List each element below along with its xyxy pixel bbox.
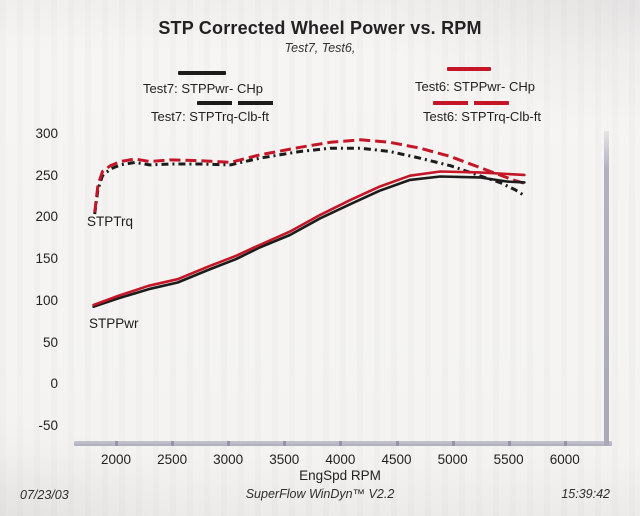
legend-label-test7-torque: Test7: STPTrq-Clb-ft xyxy=(151,109,269,124)
plot-label-stptrq: STPTrq xyxy=(87,214,134,229)
y-tick-50: 50 xyxy=(42,334,58,350)
curve-test7-torque xyxy=(93,146,526,215)
x-tick-2500: 2500 xyxy=(157,452,188,467)
y-tick--50: -50 xyxy=(38,418,58,433)
legend-label-test6-torque: Test6: STPTrq-Clb-ft xyxy=(423,109,541,124)
curve-test7-power xyxy=(92,175,526,309)
x-tick-2000: 2000 xyxy=(100,452,132,467)
y-tick-300: 300 xyxy=(35,126,58,141)
x-tick-3000: 3000 xyxy=(213,452,244,467)
x-axis-tick-mark xyxy=(283,441,287,446)
x-axis-tick-mark xyxy=(563,441,567,446)
footer-time: 15:39:42 xyxy=(561,487,610,501)
chart-subtitle: Test7, Test6, xyxy=(284,41,356,55)
x-axis-tick-mark xyxy=(339,441,343,446)
x-axis-tick-mark xyxy=(115,441,118,446)
x-tick-6000: 6000 xyxy=(549,452,580,467)
footer-app-version: SuperFlow WinDyn™ V2.2 xyxy=(245,487,395,501)
curve-test6-power xyxy=(92,170,526,307)
right-edge-shadow xyxy=(604,131,609,446)
x-axis-tick-mark xyxy=(395,441,399,446)
x-axis-tick-mark xyxy=(227,441,231,446)
x-axis-tick-mark xyxy=(451,441,455,446)
chart-title: STP Corrected Wheel Power vs. RPM xyxy=(158,18,482,38)
x-axis-title: EngSpd RPM xyxy=(299,468,381,483)
x-axis-bar xyxy=(74,441,612,446)
y-tick-250: 250 xyxy=(35,167,58,183)
legend-label-test6-power: Test6: STPPwr- CHp xyxy=(415,79,535,94)
legend-swatch-test7-power xyxy=(178,71,226,75)
legend-label-test7-power: Test7: STPPwr- CHp xyxy=(143,81,263,96)
x-tick-4000: 4000 xyxy=(325,452,356,467)
y-tick-150: 150 xyxy=(35,251,58,267)
legend-swatch-test7-torque xyxy=(197,101,274,105)
x-axis-tick-mark xyxy=(171,441,175,446)
y-tick-200: 200 xyxy=(35,209,58,225)
y-tick-0: 0 xyxy=(50,376,58,392)
x-axis-tick-mark xyxy=(507,441,511,446)
x-tick-5000: 5000 xyxy=(437,452,468,467)
legend-swatch-test6-power xyxy=(447,67,491,71)
curve-test6-torque xyxy=(93,138,525,213)
x-tick-4500: 4500 xyxy=(381,452,412,467)
footer-date: 07/23/03 xyxy=(20,488,69,502)
x-tick-3500: 3500 xyxy=(269,452,300,467)
plot-label-stppwr: STPPwr xyxy=(89,316,139,331)
y-tick-100: 100 xyxy=(35,292,58,308)
legend-swatch-test6-torque xyxy=(433,101,509,105)
x-tick-5500: 5500 xyxy=(493,452,524,467)
